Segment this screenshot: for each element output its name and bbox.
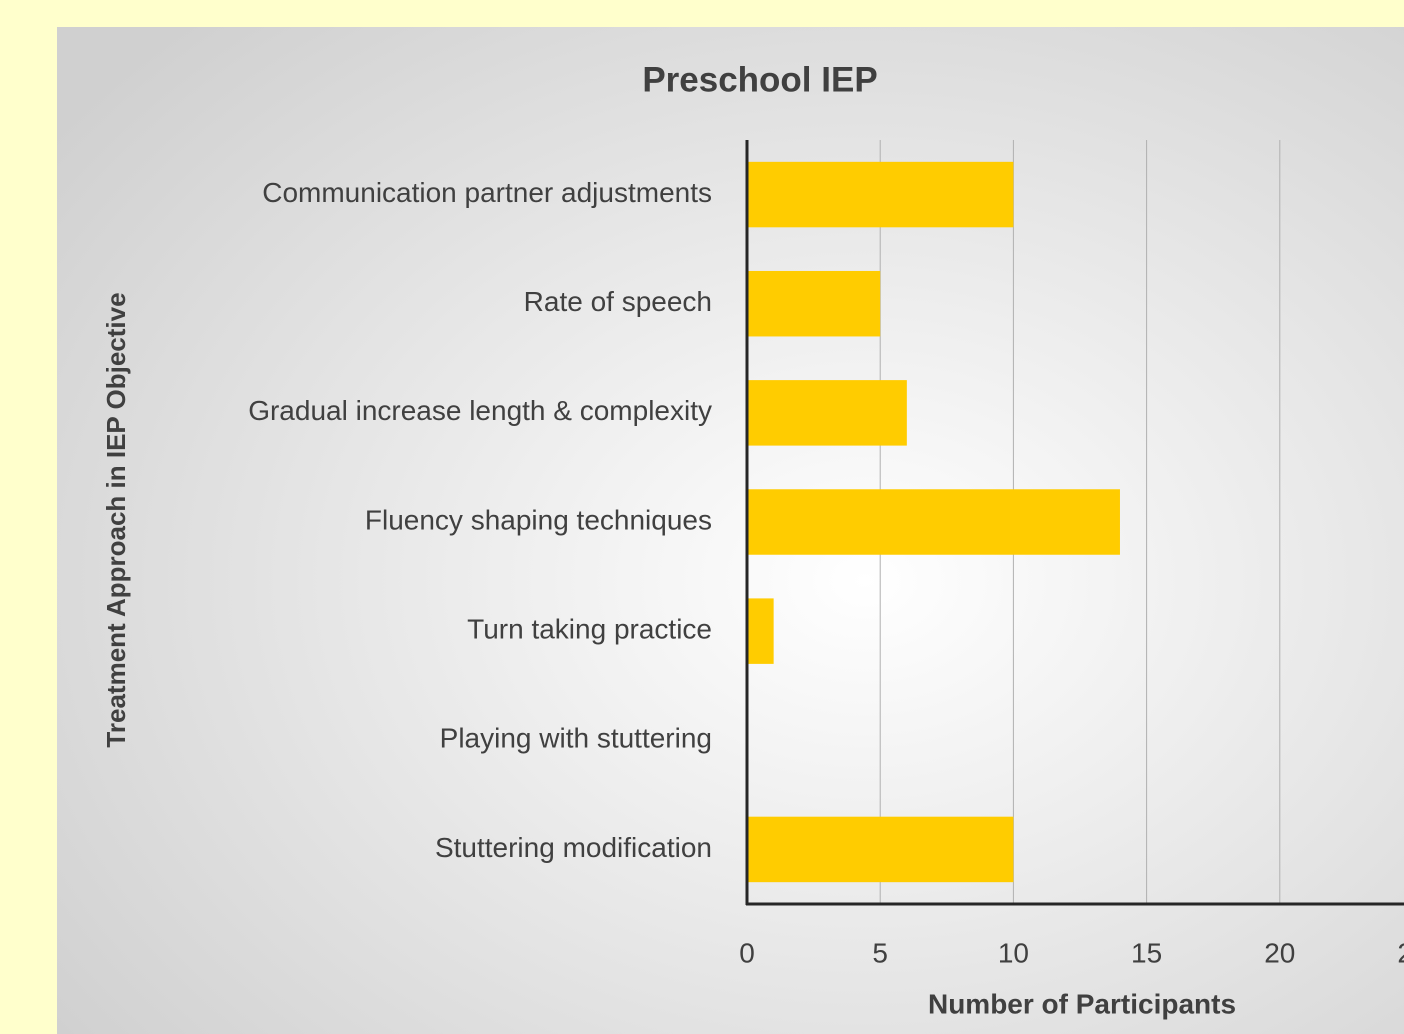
y-tick-label: Rate of speech xyxy=(524,286,712,317)
bar xyxy=(747,161,1014,228)
y-tick-label: Gradual increase length & complexity xyxy=(248,395,712,426)
chart-area xyxy=(57,27,1404,1034)
x-tick-label: 10 xyxy=(998,937,1029,968)
y-tick-label: Communication partner adjustments xyxy=(262,177,712,208)
y-tick-label: Fluency shaping techniques xyxy=(365,504,712,535)
y-axis-label: Treatment Approach in IEP Objective xyxy=(101,292,131,747)
x-tick-label: 25 xyxy=(1397,937,1404,968)
bar xyxy=(747,598,774,664)
bar xyxy=(747,270,881,337)
y-tick-label: Turn taking practice xyxy=(467,614,712,645)
bar xyxy=(747,380,907,446)
chart-title: Preschool IEP xyxy=(642,60,877,99)
bar xyxy=(747,489,1120,555)
x-tick-label: 15 xyxy=(1131,937,1162,968)
y-tick-label: Playing with stuttering xyxy=(440,723,712,754)
y-tick-label: Stuttering modification xyxy=(435,832,712,863)
x-axis-label: Number of Participants xyxy=(928,988,1236,1019)
x-tick-label: 20 xyxy=(1264,937,1295,968)
x-tick-label: 5 xyxy=(872,937,888,968)
bar xyxy=(747,816,1014,883)
x-tick-label: 0 xyxy=(739,937,755,968)
